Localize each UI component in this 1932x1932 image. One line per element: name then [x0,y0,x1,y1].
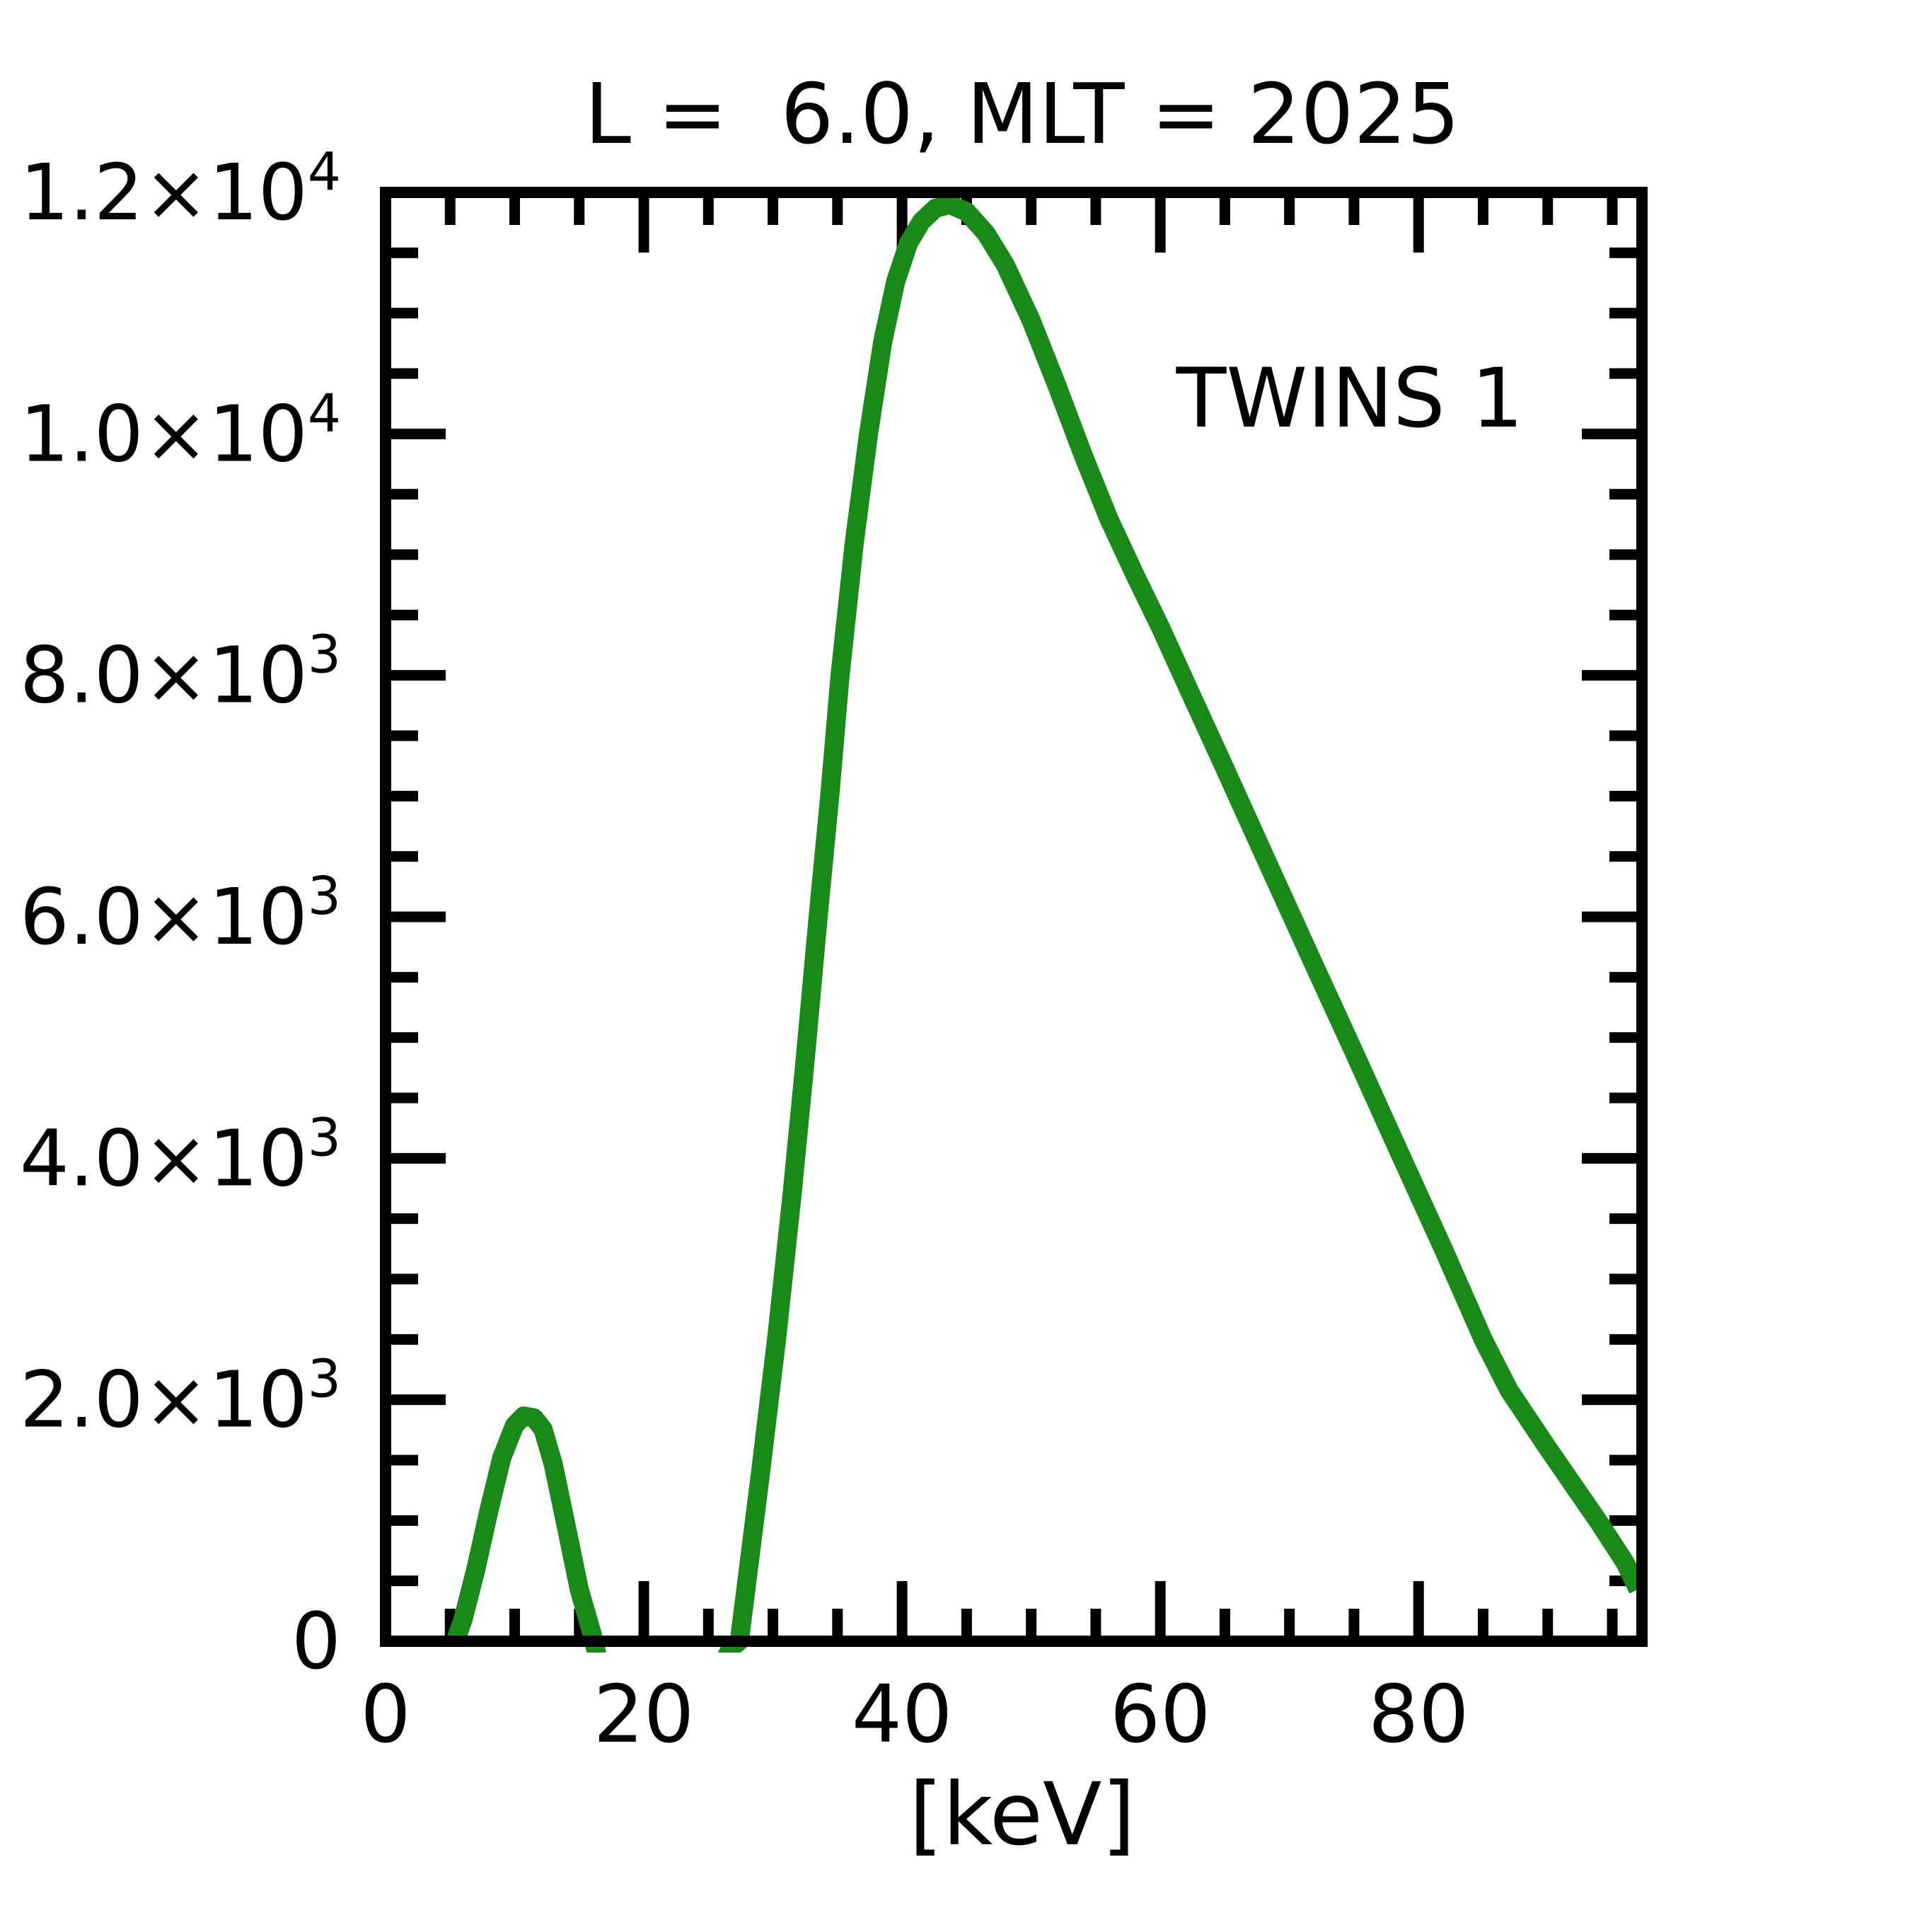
x-tick-label: 20 [594,1669,695,1761]
y-tick-label: 6.0×103 [20,866,341,962]
y-tick-label: 4.0×103 [20,1107,341,1203]
series-line-twins-1 [446,195,1647,1653]
y-tick-label: 2.0×103 [20,1349,341,1445]
x-tick-label: 80 [1368,1669,1469,1761]
plot-title: L = 6.0, MLT = 2025 [584,65,1459,163]
plot-frame [380,187,1648,1647]
x-axis-label: [keV] [909,1764,1135,1865]
x-tick-label: 40 [852,1669,953,1761]
series-lines [446,195,1647,1653]
y-axis-ticks [386,247,1642,1587]
y-tick-label: 8.0×103 [20,625,341,721]
y-tick-label: 1.0×104 [20,383,341,479]
x-tick-labels: 0 20 40 60 80 [360,1669,1469,1761]
x-tick-label: 0 [360,1669,410,1761]
y-tick-labels: 0 2.0×103 4.0×103 6.0×103 8.0×103 1.0×104 1.2×… [20,141,341,1687]
legend-label: TWINS 1 [1176,351,1524,446]
x-tick-label: 60 [1110,1669,1211,1761]
y-tick-label: 0 [291,1596,341,1687]
y-tick-label: 1.2×104 [20,141,341,238]
